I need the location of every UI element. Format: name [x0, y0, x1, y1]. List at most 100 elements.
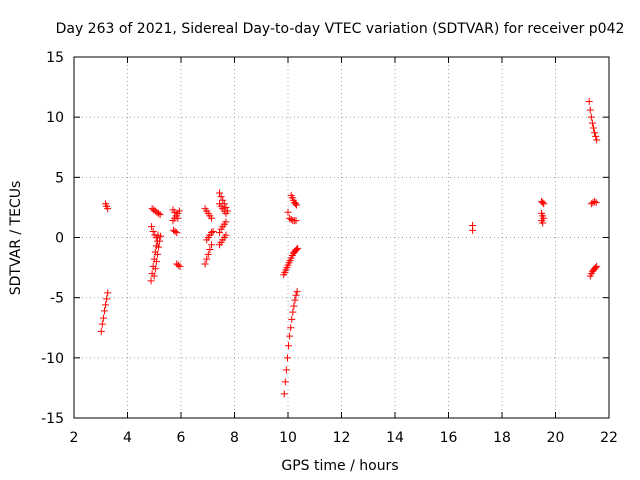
- data-point: [149, 227, 157, 235]
- series-arc13: [216, 200, 230, 217]
- series-arc16: [280, 244, 302, 279]
- data-point: [204, 250, 212, 258]
- series-arc24: [586, 262, 601, 280]
- data-point: [222, 203, 230, 211]
- data-point: [216, 229, 224, 237]
- data-point: [289, 308, 297, 316]
- series-arc3: [147, 232, 165, 285]
- series-arc7: [170, 226, 181, 237]
- data-point: [154, 231, 162, 239]
- data-point: [148, 223, 156, 231]
- data-point: [147, 277, 155, 285]
- y-tick-label: 10: [46, 110, 64, 126]
- data-point: [201, 260, 209, 268]
- data-point: [174, 261, 182, 269]
- data-point: [104, 289, 112, 297]
- x-tick-label: 2: [70, 430, 79, 446]
- series-arc11: [203, 227, 217, 244]
- y-tick-label: -15: [41, 411, 64, 427]
- data-point: [203, 255, 211, 263]
- data-point: [292, 291, 300, 299]
- data-point: [285, 342, 293, 350]
- y-tick-label: -5: [50, 291, 64, 307]
- data-point: [592, 199, 600, 207]
- x-tick-label: 12: [333, 430, 351, 446]
- data-point: [293, 288, 301, 296]
- data-point: [175, 207, 183, 215]
- data-point: [291, 296, 299, 304]
- data-point: [586, 106, 594, 114]
- data-point: [176, 262, 184, 270]
- data-point: [222, 209, 230, 217]
- data-point: [151, 265, 159, 273]
- y-tick-label: 5: [55, 170, 64, 186]
- data-point: [287, 215, 295, 223]
- data-point: [156, 211, 164, 219]
- data-point: [207, 241, 215, 249]
- data-point: [585, 98, 593, 106]
- y-tick-label: 0: [55, 231, 64, 247]
- x-tick-label: 18: [493, 430, 511, 446]
- data-point: [469, 226, 477, 234]
- data-point: [587, 113, 595, 121]
- data-point: [593, 262, 601, 270]
- x-tick-label: 4: [123, 430, 132, 446]
- data-point: [593, 136, 601, 144]
- data-point: [155, 243, 163, 251]
- data-point: [155, 209, 163, 217]
- data-point: [280, 390, 288, 398]
- data-point: [104, 205, 112, 213]
- data-point: [103, 295, 111, 303]
- data-point: [293, 246, 301, 254]
- data-point: [286, 332, 294, 340]
- data-point: [209, 227, 217, 235]
- data-point: [290, 302, 298, 310]
- series-arc18: [284, 208, 300, 225]
- data-point: [288, 315, 296, 323]
- tick-labels: 2 4 6 8 10 12 14 16 18 20 22 -15 -10 -5 0 5 10 15: [41, 50, 618, 446]
- series-arc15: [216, 231, 230, 249]
- data-points: [97, 98, 601, 398]
- data-point: [219, 196, 227, 204]
- data-point: [171, 227, 179, 235]
- data-point: [173, 229, 181, 237]
- data-point: [152, 258, 160, 266]
- data-point: [207, 214, 215, 222]
- series-arc5: [148, 205, 164, 219]
- x-tick-label: 16: [440, 430, 458, 446]
- data-point: [99, 314, 107, 322]
- data-point: [98, 320, 106, 328]
- x-tick-label: 10: [279, 430, 297, 446]
- data-point: [283, 354, 291, 362]
- x-axis-label: GPS time / hours: [281, 458, 398, 474]
- data-point: [97, 327, 105, 335]
- y-tick-label: 15: [46, 50, 64, 66]
- data-point: [282, 366, 290, 374]
- series-arc10: [201, 241, 215, 268]
- data-point: [589, 124, 597, 132]
- data-point: [294, 244, 302, 252]
- series-arc2: [102, 200, 112, 213]
- data-point: [222, 218, 230, 226]
- data-point: [588, 119, 596, 127]
- series-arc21: [538, 197, 548, 227]
- data-point: [592, 132, 600, 140]
- data-point: [207, 229, 215, 237]
- data-point: [102, 301, 110, 309]
- grid-lines: [74, 57, 609, 418]
- x-tick-label: 22: [600, 430, 618, 446]
- data-point: [281, 378, 289, 386]
- y-axis-label: SDTVAR / TECUs: [8, 181, 24, 296]
- x-tick-label: 6: [177, 430, 186, 446]
- data-point: [287, 324, 295, 332]
- data-point: [222, 231, 230, 239]
- plot-frame: [73, 56, 610, 419]
- series-arc22: [585, 98, 601, 144]
- data-point: [100, 307, 108, 315]
- data-point: [153, 250, 161, 258]
- x-tick-label: 8: [230, 430, 239, 446]
- data-point: [284, 208, 292, 216]
- x-tick-label: 20: [547, 430, 565, 446]
- chart-title: Day 263 of 2021, Sidereal Day-to-day VTE…: [56, 21, 625, 37]
